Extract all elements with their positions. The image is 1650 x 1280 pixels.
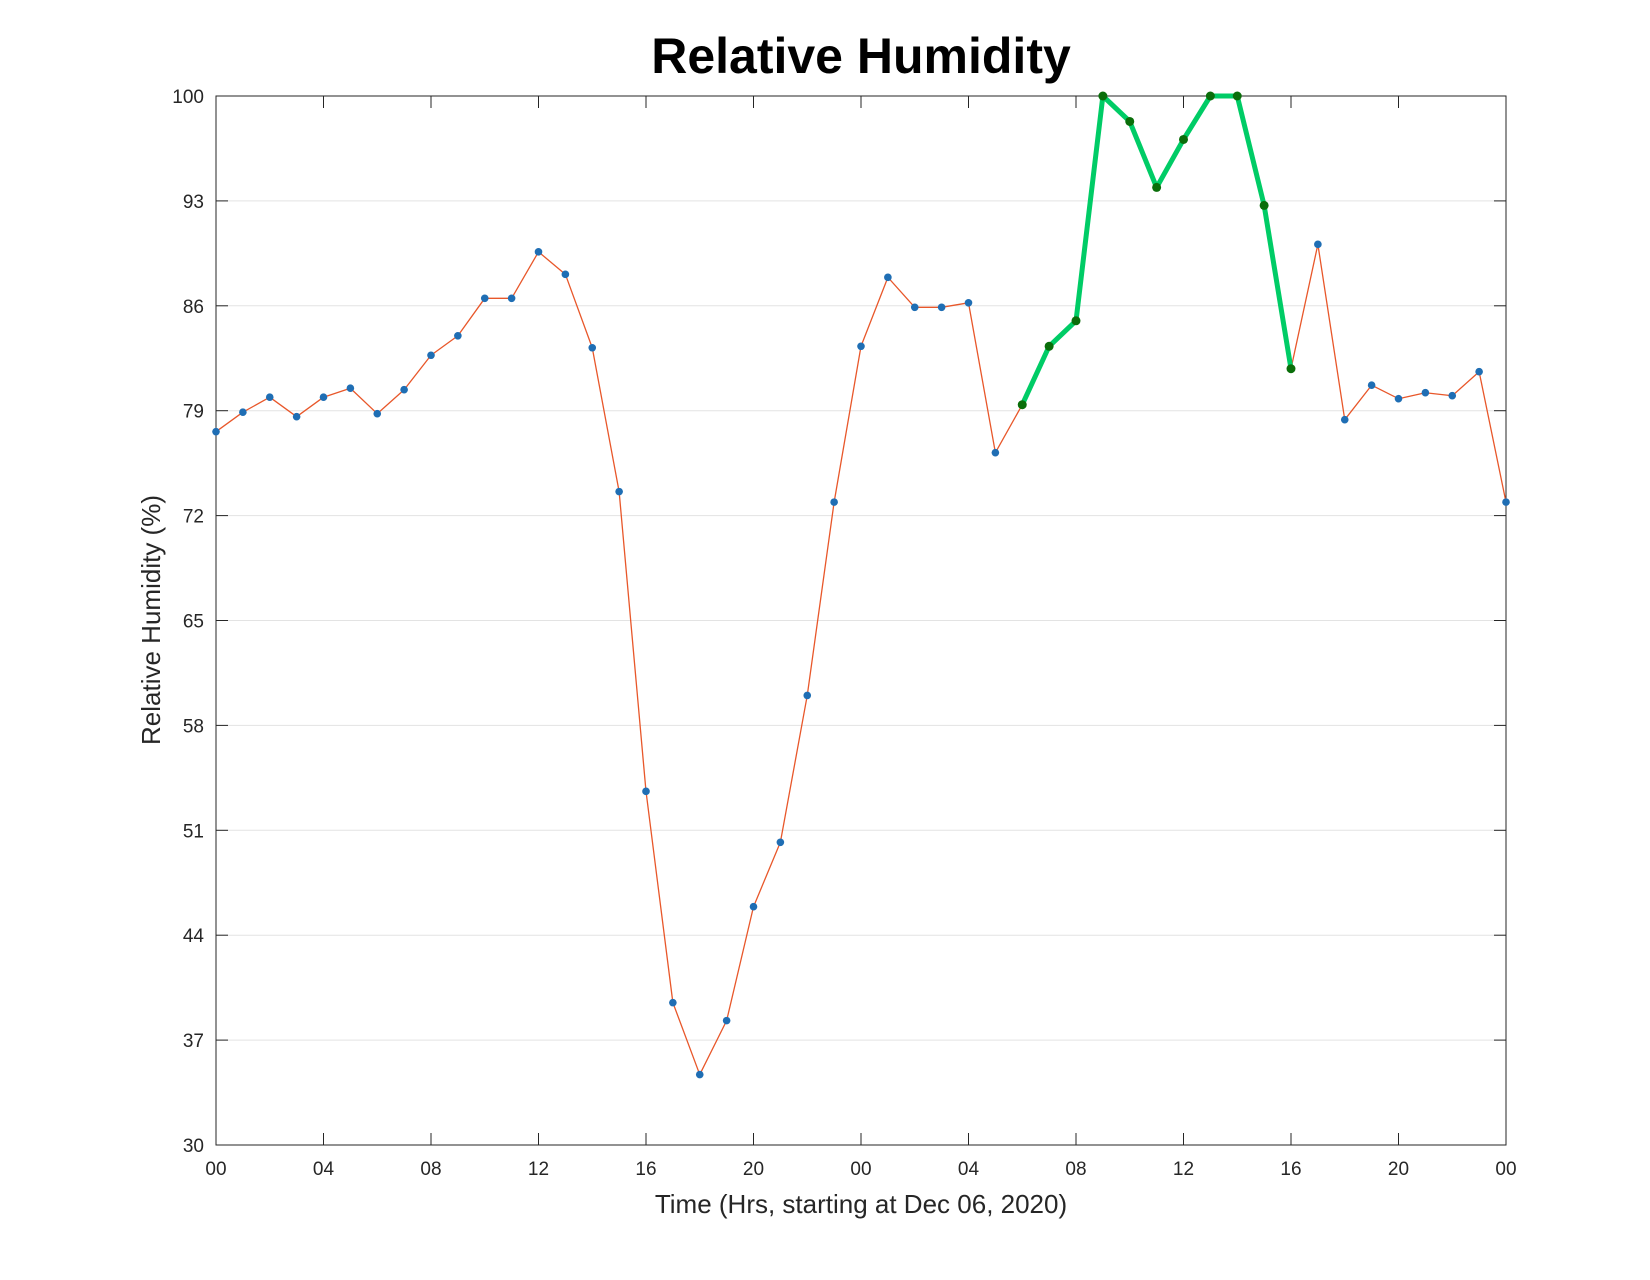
x-axis-label: Time (Hrs, starting at Dec 06, 2020) — [655, 1189, 1067, 1219]
y-tick-label: 58 — [183, 716, 204, 737]
y-tick-label: 72 — [183, 507, 204, 528]
y-tick-label: 44 — [183, 926, 205, 947]
highlighted-data-point — [1179, 134, 1188, 144]
data-point — [588, 343, 597, 352]
data-point — [1475, 367, 1483, 376]
x-tick-label: 20 — [743, 1159, 764, 1180]
data-point — [292, 412, 301, 421]
data-point — [507, 294, 516, 303]
x-tick-label: 04 — [958, 1159, 980, 1180]
data-point — [534, 248, 543, 256]
tick-labels: 30 37 44 51 58 65 72 79 86 93 100 00 04 08 12 16 20 00 04 0… — [172, 87, 1516, 1180]
highlighted-data-point — [1044, 341, 1054, 351]
data-point — [1367, 381, 1376, 390]
data-point — [1448, 391, 1457, 400]
x-tick-label: 20 — [1388, 1159, 1409, 1180]
data-point — [722, 1016, 731, 1025]
x-tick-label: 08 — [1065, 1159, 1086, 1180]
data-point — [1340, 415, 1349, 424]
data-point — [615, 487, 623, 496]
data-point — [561, 270, 570, 279]
highlighted-data-point — [1205, 91, 1215, 101]
data-point — [346, 384, 355, 393]
y-tick-label: 93 — [183, 192, 204, 213]
y-axis-label: Relative Humidity (%) — [136, 495, 166, 745]
x-tick-label: 12 — [528, 1159, 549, 1180]
x-tick-label: 12 — [1173, 1159, 1194, 1180]
data-point — [1314, 240, 1322, 249]
data-point — [884, 273, 892, 282]
data-point — [776, 838, 785, 847]
data-point — [1502, 498, 1510, 506]
data-point — [480, 294, 489, 303]
data-point — [427, 351, 435, 360]
data-point — [1421, 388, 1430, 397]
data-point — [239, 408, 247, 416]
grid-lines — [216, 200, 1506, 1041]
data-point — [454, 331, 462, 340]
x-tick-label: 00 — [850, 1159, 871, 1180]
data-point — [803, 691, 812, 700]
highlighted-data-point — [1017, 400, 1027, 410]
data-point — [964, 299, 973, 307]
highlighted-data-point — [1125, 116, 1135, 126]
x-tick-label: 04 — [313, 1159, 335, 1180]
highlighted-data-point — [1259, 200, 1269, 210]
data-point — [910, 303, 919, 312]
highlighted-data-point — [1152, 182, 1162, 192]
data-point — [991, 448, 1000, 457]
y-tick-label: 79 — [183, 402, 204, 423]
data-point — [319, 393, 328, 402]
y-tick-label: 65 — [183, 612, 204, 633]
highlighted-data-point — [1098, 91, 1108, 101]
x-tick-label: 16 — [635, 1159, 656, 1180]
chart-title: Relative Humidity — [651, 28, 1071, 84]
y-tick-label: 37 — [183, 1031, 204, 1052]
y-tick-label: 86 — [183, 297, 204, 318]
y-tick-label: 51 — [183, 821, 204, 842]
highlighted-data-point — [1286, 364, 1296, 374]
highlighted-data-point — [1071, 316, 1081, 326]
x-tick-label: 00 — [1495, 1159, 1516, 1180]
data-point — [937, 303, 946, 312]
data-point — [642, 787, 650, 796]
series-layer — [212, 91, 1510, 1079]
data-point — [749, 902, 758, 911]
x-tick-label: 16 — [1280, 1159, 1301, 1180]
data-point — [669, 998, 677, 1007]
data-point — [857, 342, 865, 351]
data-point — [212, 427, 220, 436]
data-point — [830, 498, 838, 506]
data-point — [1394, 394, 1403, 403]
x-tick-label: 08 — [420, 1159, 441, 1180]
data-point — [373, 409, 382, 418]
highlighted-data-point — [1232, 91, 1242, 101]
y-tick-label: 100 — [172, 87, 204, 108]
data-point — [265, 393, 274, 402]
data-point — [695, 1070, 704, 1079]
data-point — [400, 385, 408, 394]
y-tick-label: 30 — [183, 1136, 204, 1157]
axis-ticks — [215, 95, 1507, 1146]
x-tick-label: 00 — [205, 1159, 226, 1180]
